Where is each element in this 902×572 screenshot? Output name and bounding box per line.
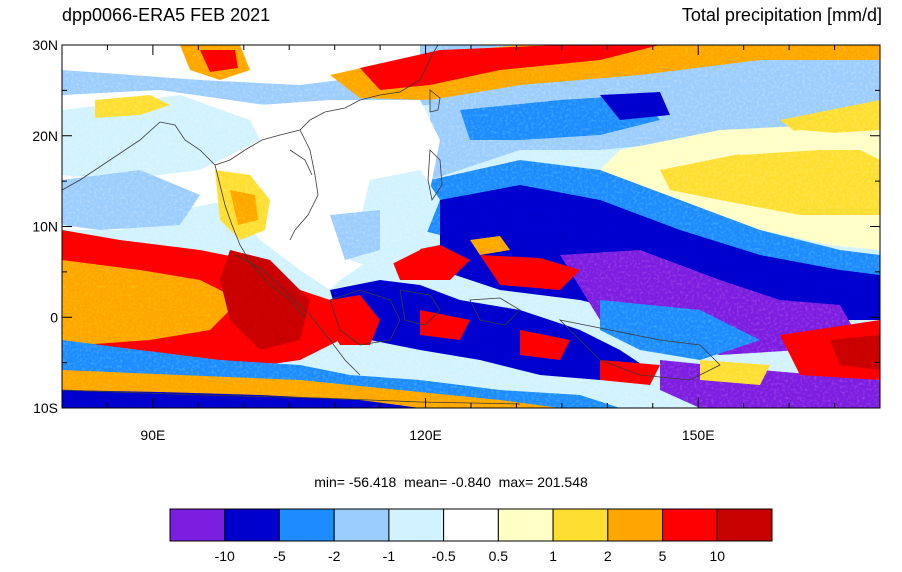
colorbar-label: 10 bbox=[709, 548, 725, 564]
colorbar-label: -1 bbox=[383, 548, 396, 564]
max-value: 201.548 bbox=[537, 474, 588, 490]
colorbar-label: -0.5 bbox=[432, 548, 456, 564]
y-tick-label: 30N bbox=[32, 37, 58, 53]
colorbar-swatch bbox=[388, 508, 445, 542]
x-tick-label: 150E bbox=[682, 427, 715, 443]
colorbar-swatch bbox=[224, 508, 280, 542]
colorbar-label: 5 bbox=[659, 548, 667, 564]
colorbar-label: 2 bbox=[604, 548, 612, 564]
field-statistics: min= -56.418 mean= -0.840 max= 201.548 bbox=[0, 474, 902, 490]
min-value: -56.418 bbox=[348, 474, 397, 490]
x-tick-label: 120E bbox=[409, 427, 442, 443]
y-tick-label: 0 bbox=[50, 309, 58, 325]
x-tick-label: 90E bbox=[140, 427, 165, 443]
colorbar-swatch bbox=[552, 508, 609, 542]
colorbar-label: -10 bbox=[215, 548, 235, 564]
colorbar-label: -5 bbox=[273, 548, 286, 564]
colorbar: -10 -5 -2 -1 -0.5 0.5 1 2 5 10 bbox=[169, 508, 773, 564]
colorbar-label: 1 bbox=[549, 548, 557, 564]
axis-tick-labels: 90E 120E 150E 30N 20N 10N 0 10S bbox=[32, 37, 714, 443]
plot-title-left: dpp0066-ERA5 FEB 2021 bbox=[62, 5, 271, 25]
axis-ticks bbox=[61, 44, 881, 409]
y-tick-label: 10N bbox=[32, 219, 58, 235]
colorbar-label: 0.5 bbox=[489, 548, 509, 564]
max-label: max= bbox=[498, 474, 534, 490]
min-label: min= bbox=[314, 474, 345, 490]
colorbar-swatch bbox=[716, 508, 773, 542]
plot-title-right: Total precipitation [mm/d] bbox=[681, 5, 882, 25]
precipitation-field bbox=[62, 45, 880, 408]
y-tick-label: 10S bbox=[33, 400, 58, 416]
colorbar-swatch bbox=[497, 508, 554, 542]
colorbar-swatch bbox=[607, 508, 664, 542]
colorbar-label: -2 bbox=[328, 548, 341, 564]
colorbar-swatch bbox=[278, 508, 335, 542]
y-tick-label: 20N bbox=[32, 128, 58, 144]
colorbar-swatch bbox=[443, 508, 499, 542]
colorbar-swatch bbox=[169, 508, 226, 542]
colorbar-swatch bbox=[662, 508, 718, 542]
coastlines bbox=[62, 45, 721, 405]
colorbar-swatch bbox=[333, 508, 390, 542]
mean-value: -0.840 bbox=[451, 474, 491, 490]
mean-label: mean= bbox=[404, 474, 448, 490]
